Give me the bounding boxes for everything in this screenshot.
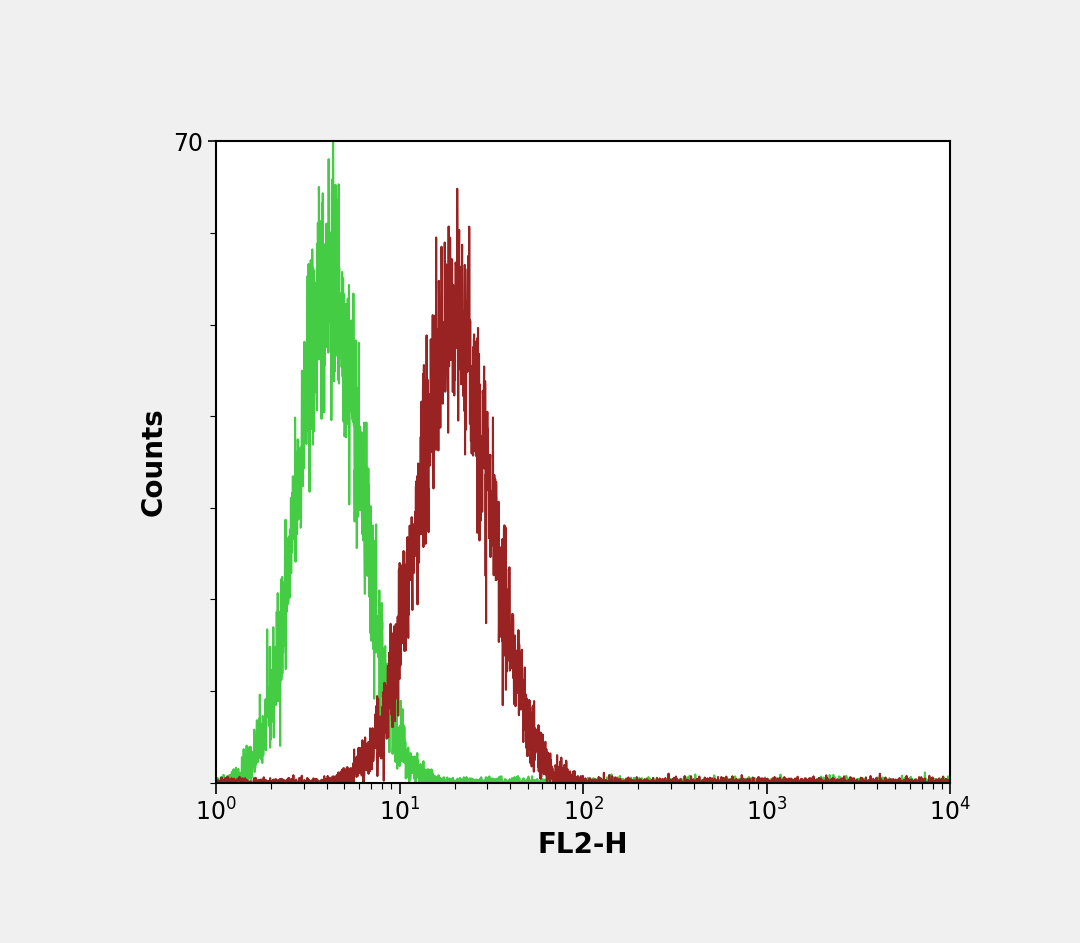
Y-axis label: Counts: Counts [139,407,167,517]
X-axis label: FL2-H: FL2-H [538,832,629,859]
